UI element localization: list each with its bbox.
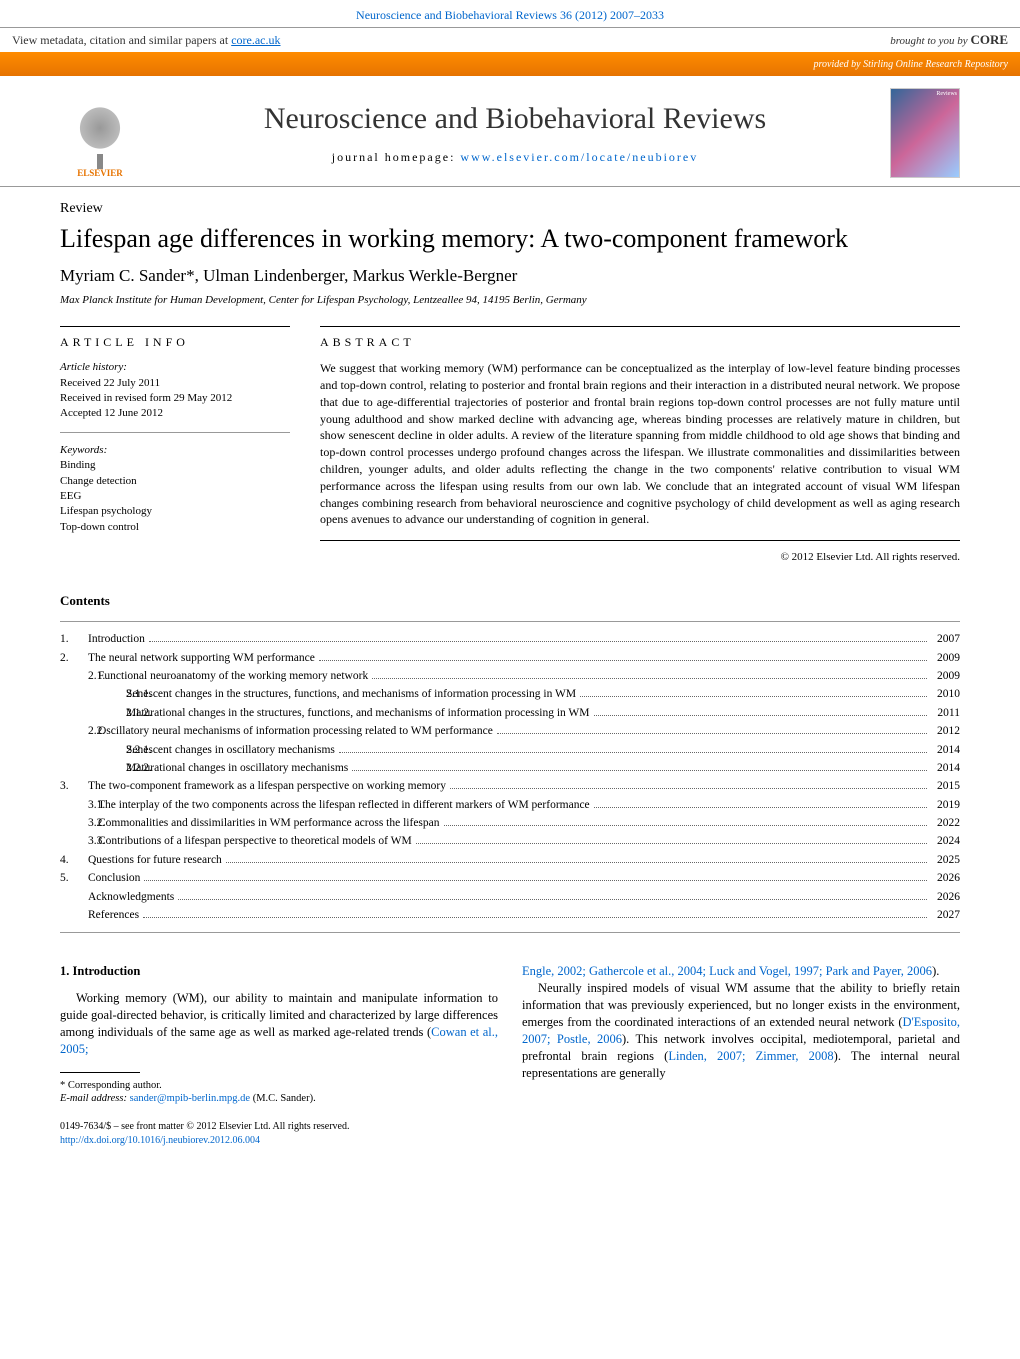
body-columns: 1. Introduction Working memory (WM), our… [60, 963, 960, 1147]
citation-link[interactable]: Neuroscience and Biobehavioral Reviews 3… [356, 8, 664, 22]
article-title: Lifespan age differences in working memo… [60, 223, 960, 254]
cite-engle[interactable]: Engle, 2002; Gathercole et al., 2004; Lu… [522, 964, 932, 978]
intro-para-1: Working memory (WM), our ability to main… [60, 990, 498, 1058]
contents-heading: Contents [60, 593, 960, 609]
section-heading: 1. Introduction [60, 963, 498, 980]
abstract-heading: ABSTRACT [320, 335, 960, 350]
bottom-meta: 0149-7634/$ – see front matter © 2012 El… [60, 1120, 498, 1147]
body-col-right: Engle, 2002; Gathercole et al., 2004; Lu… [522, 963, 960, 1147]
core-bar: View metadata, citation and similar pape… [0, 27, 1020, 52]
article-info: ARTICLE INFO Article history: Received 2… [60, 326, 290, 563]
toc-row[interactable]: 1.Introduction2007 [60, 630, 960, 648]
core-link[interactable]: core.ac.uk [231, 33, 280, 47]
info-heading: ARTICLE INFO [60, 335, 290, 350]
abstract: ABSTRACT We suggest that working memory … [320, 326, 960, 563]
toc-row[interactable]: 2.2.Oscillatory neural mechanisms of inf… [60, 722, 960, 740]
toc-row[interactable]: 5.Conclusion2026 [60, 869, 960, 887]
footnote-separator [60, 1072, 140, 1073]
info-abstract-row: ARTICLE INFO Article history: Received 2… [60, 326, 960, 563]
elsevier-logo: ELSEVIER [60, 88, 140, 178]
journal-header: ELSEVIER Neuroscience and Biobehavioral … [0, 76, 1020, 187]
toc-row[interactable]: 2.1.Functional neuroanatomy of the worki… [60, 667, 960, 685]
corresponding-author: * Corresponding author. [60, 1079, 498, 1093]
intro-para-2: Neurally inspired models of visual WM as… [522, 980, 960, 1081]
keywords-block: Keywords: Binding Change detection EEG L… [60, 443, 290, 535]
cite-linden[interactable]: Linden, 2007; Zimmer, 2008 [668, 1049, 833, 1063]
toc-row[interactable]: 2.1.1.Senescent changes in the structure… [60, 685, 960, 703]
metadata-left: View metadata, citation and similar pape… [12, 33, 281, 48]
email-footnote: E-mail address: sander@mpib-berlin.mpg.d… [60, 1092, 498, 1106]
affiliation: Max Planck Institute for Human Developme… [60, 294, 960, 306]
toc-list: 1.Introduction20072.The neural network s… [60, 621, 960, 933]
contents: Contents 1.Introduction20072.The neural … [60, 593, 960, 933]
toc-row[interactable]: References2027 [60, 906, 960, 924]
toc-row[interactable]: 2.2.2.Maturational changes in oscillator… [60, 759, 960, 777]
homepage-link[interactable]: www.elsevier.com/locate/neubiorev [460, 150, 698, 164]
citation-banner: Neuroscience and Biobehavioral Reviews 3… [0, 0, 1020, 27]
intro-para-1-cont: Engle, 2002; Gathercole et al., 2004; Lu… [522, 963, 960, 980]
article-history: Article history: Received 22 July 2011 R… [60, 360, 290, 433]
toc-row[interactable]: 3.3.Contributions of a lifespan perspect… [60, 832, 960, 850]
journal-title-block: Neuroscience and Biobehavioral Reviews j… [160, 102, 870, 165]
elsevier-tree-icon [65, 104, 135, 164]
journal-homepage: journal homepage: www.elsevier.com/locat… [160, 150, 870, 165]
toc-row[interactable]: 3.2.Commonalities and dissimilarities in… [60, 814, 960, 832]
toc-row[interactable]: 2.The neural network supporting WM perfo… [60, 649, 960, 667]
doi-link[interactable]: http://dx.doi.org/10.1016/j.neubiorev.20… [60, 1135, 260, 1146]
provided-by-strip: provided by Stirling Online Research Rep… [0, 52, 1020, 76]
toc-row[interactable]: 2.1.2.Maturational changes in the struct… [60, 704, 960, 722]
toc-row[interactable]: 4.Questions for future research2025 [60, 851, 960, 869]
abstract-copyright: © 2012 Elsevier Ltd. All rights reserved… [320, 551, 960, 563]
toc-row[interactable]: 3.1.The interplay of the two components … [60, 796, 960, 814]
core-logo: CORE [970, 32, 1008, 47]
email-link[interactable]: sander@mpib-berlin.mpg.de [130, 1093, 250, 1104]
toc-row[interactable]: 3.The two-component framework as a lifes… [60, 777, 960, 795]
toc-row[interactable]: Acknowledgments2026 [60, 888, 960, 906]
body-col-left: 1. Introduction Working memory (WM), our… [60, 963, 498, 1147]
abstract-text: We suggest that working memory (WM) perf… [320, 360, 960, 541]
toc-row[interactable]: 2.2.1.Senescent changes in oscillatory m… [60, 741, 960, 759]
article-type: Review [60, 201, 960, 217]
metadata-right: brought to you by CORE [890, 32, 1008, 48]
authors: Myriam C. Sander*, Ulman Lindenberger, M… [60, 266, 960, 286]
journal-cover-thumb: Reviews [890, 88, 960, 178]
journal-title: Neuroscience and Biobehavioral Reviews [160, 102, 870, 136]
